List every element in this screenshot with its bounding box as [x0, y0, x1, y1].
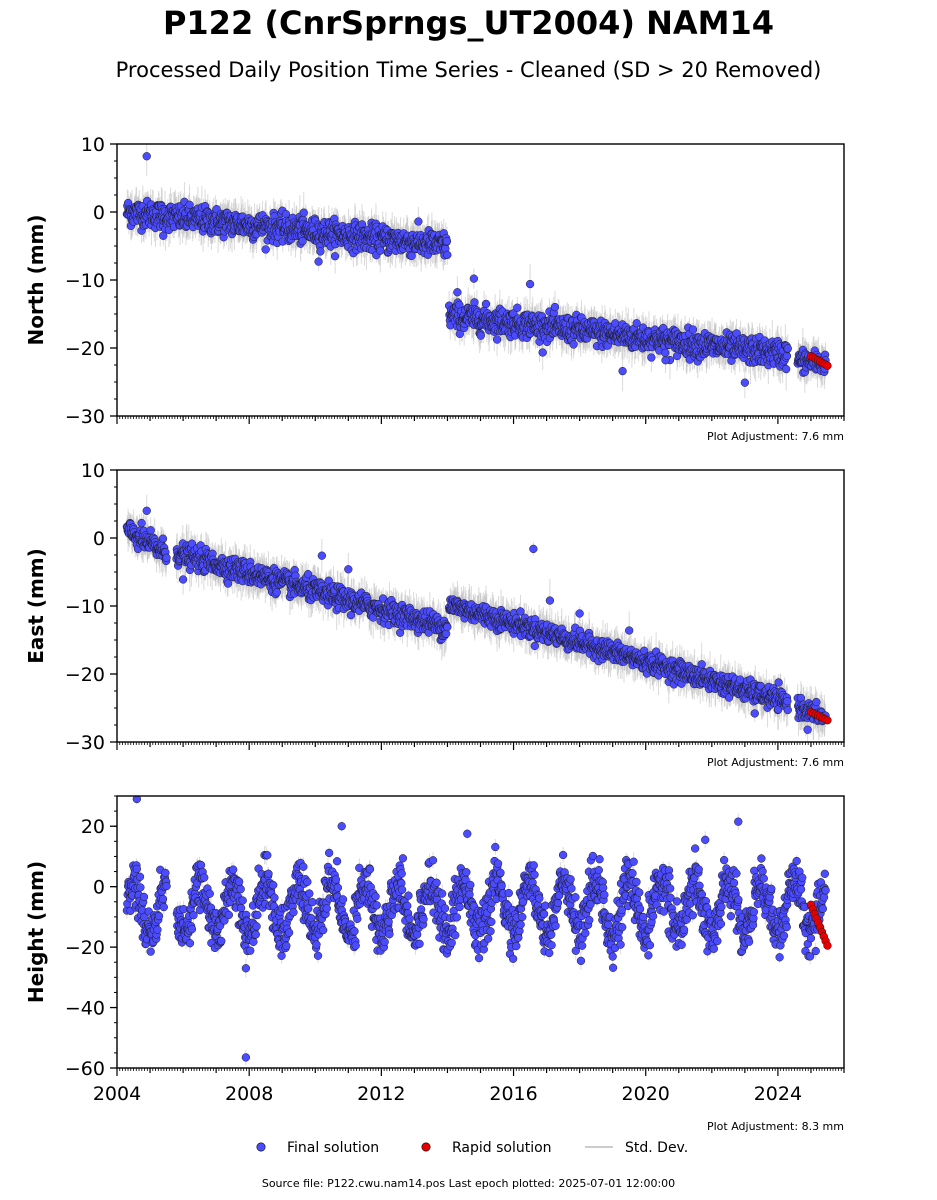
page-title: P122 (CnrSprngs_UT2004) NAM14: [162, 4, 775, 42]
final-point: [261, 245, 270, 254]
final-point: [470, 298, 479, 307]
final-point: [661, 356, 670, 365]
y-tick-label: −30: [65, 406, 105, 428]
final-point: [407, 251, 416, 261]
final-point: [783, 344, 792, 353]
final-point: [376, 246, 385, 255]
final-point: [159, 231, 168, 240]
y-tick-label: −20: [65, 338, 105, 360]
panel-north: 10 0 −10 −20 −30 North (mm) Plot Adjustment: 7…: [24, 134, 845, 443]
final-point: [732, 329, 741, 338]
final-point: [330, 252, 340, 261]
final-point: [142, 152, 151, 161]
final-point: [618, 366, 627, 376]
final-point: [538, 348, 547, 357]
panel-north-points: [122, 144, 832, 399]
panel-north-frame: [116, 143, 845, 417]
final-point: [442, 236, 452, 246]
final-point: [632, 319, 641, 328]
final-point: [740, 378, 750, 387]
final-point: [647, 353, 656, 362]
final-point: [314, 257, 323, 266]
final-point: [569, 340, 578, 349]
y-tick-label: 10: [81, 134, 105, 156]
panel-east-points: [122, 494, 832, 742]
final-point: [453, 288, 462, 297]
y-tick-label: −10: [65, 270, 105, 292]
final-point: [513, 303, 522, 312]
final-point: [481, 299, 491, 309]
final-point: [476, 331, 485, 340]
final-point: [185, 200, 194, 209]
final-point: [525, 279, 535, 289]
final-point: [316, 247, 325, 256]
final-point: [443, 250, 452, 260]
final-point: [492, 335, 502, 344]
final-point: [414, 217, 423, 226]
panel-north-ylabel: North (mm): [24, 214, 48, 345]
panels-layer: 10 0 −10 −20 −30 North (mm) Plot Adjustment: 7…: [24, 134, 845, 1133]
final-point: [299, 208, 308, 217]
rapid-point: [823, 361, 832, 370]
final-point: [550, 302, 560, 312]
final-point: [688, 325, 698, 334]
panel-north-adjustment: Plot Adjustment: 7.6 mm: [707, 430, 844, 443]
page-subtitle: Processed Daily Position Time Series - C…: [115, 58, 822, 82]
final-point: [469, 274, 479, 283]
final-point: [661, 348, 670, 357]
final-point: [298, 236, 307, 246]
final-point: [782, 364, 791, 374]
y-tick-label: 0: [93, 202, 105, 224]
